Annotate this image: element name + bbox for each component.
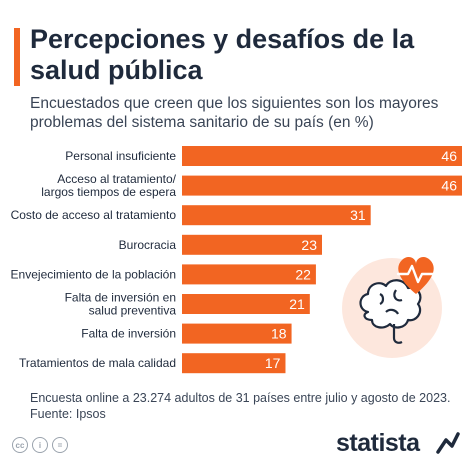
bar-value-label: 22 xyxy=(295,266,311,282)
bar-2 xyxy=(182,205,371,226)
category-label: Falta de inversión xyxy=(81,327,176,341)
bar-value-label: 18 xyxy=(271,326,287,342)
category-label: Costo de acceso al tratamiento xyxy=(11,208,177,222)
footnote: Encuesta online a 23.274 adultos de 31 p… xyxy=(30,390,460,422)
bar-5 xyxy=(182,294,310,314)
bar-3 xyxy=(182,234,322,255)
heartbeat-icon xyxy=(396,264,436,284)
bar-0 xyxy=(182,146,462,166)
bar-value-label: 46 xyxy=(441,178,457,194)
statista-logo-mark xyxy=(436,432,460,454)
survey-note: Encuesta online a 23.274 adultos de 31 p… xyxy=(30,391,451,405)
bar-6 xyxy=(182,323,292,344)
bar-1 xyxy=(182,175,462,196)
statista-logo[interactable]: statista xyxy=(336,429,420,457)
bar-value-label: 17 xyxy=(265,355,281,371)
license-icons: cc i = xyxy=(12,437,68,453)
cc-icon[interactable]: cc xyxy=(12,437,28,453)
category-label: Personal insuficiente xyxy=(65,149,176,163)
bar-value-label: 46 xyxy=(441,148,457,164)
chart-title: Percepciones y desafíos de la salud públ… xyxy=(30,24,415,85)
category-label: Tratamientos de mala calidad xyxy=(19,356,176,370)
equal-icon[interactable]: = xyxy=(52,437,68,453)
source-note: Fuente: Ipsos xyxy=(30,407,106,421)
category-label: Burocracia xyxy=(119,238,177,252)
title-accent-bar xyxy=(14,28,20,86)
chart-subtitle: Encuestados que creen que los siguientes… xyxy=(30,95,439,131)
bar-value-label: 31 xyxy=(350,207,366,223)
brain-icon xyxy=(359,279,422,344)
bar-7 xyxy=(182,353,286,374)
category-label: Falta de inversión en salud preventiva xyxy=(65,291,177,318)
bar-value-label: 21 xyxy=(289,296,305,312)
bar-4 xyxy=(182,264,316,285)
category-label: Acceso al tratamiento/largos tiempos de … xyxy=(41,172,176,199)
category-label: Envejecimiento de la población xyxy=(11,267,176,281)
info-icon[interactable]: i xyxy=(32,437,48,453)
health-illustration xyxy=(342,257,442,358)
bar-value-label: 23 xyxy=(301,237,317,253)
bar-chart: 46 Personal insuficiente 46 Acceso al trata… xyxy=(11,146,462,374)
